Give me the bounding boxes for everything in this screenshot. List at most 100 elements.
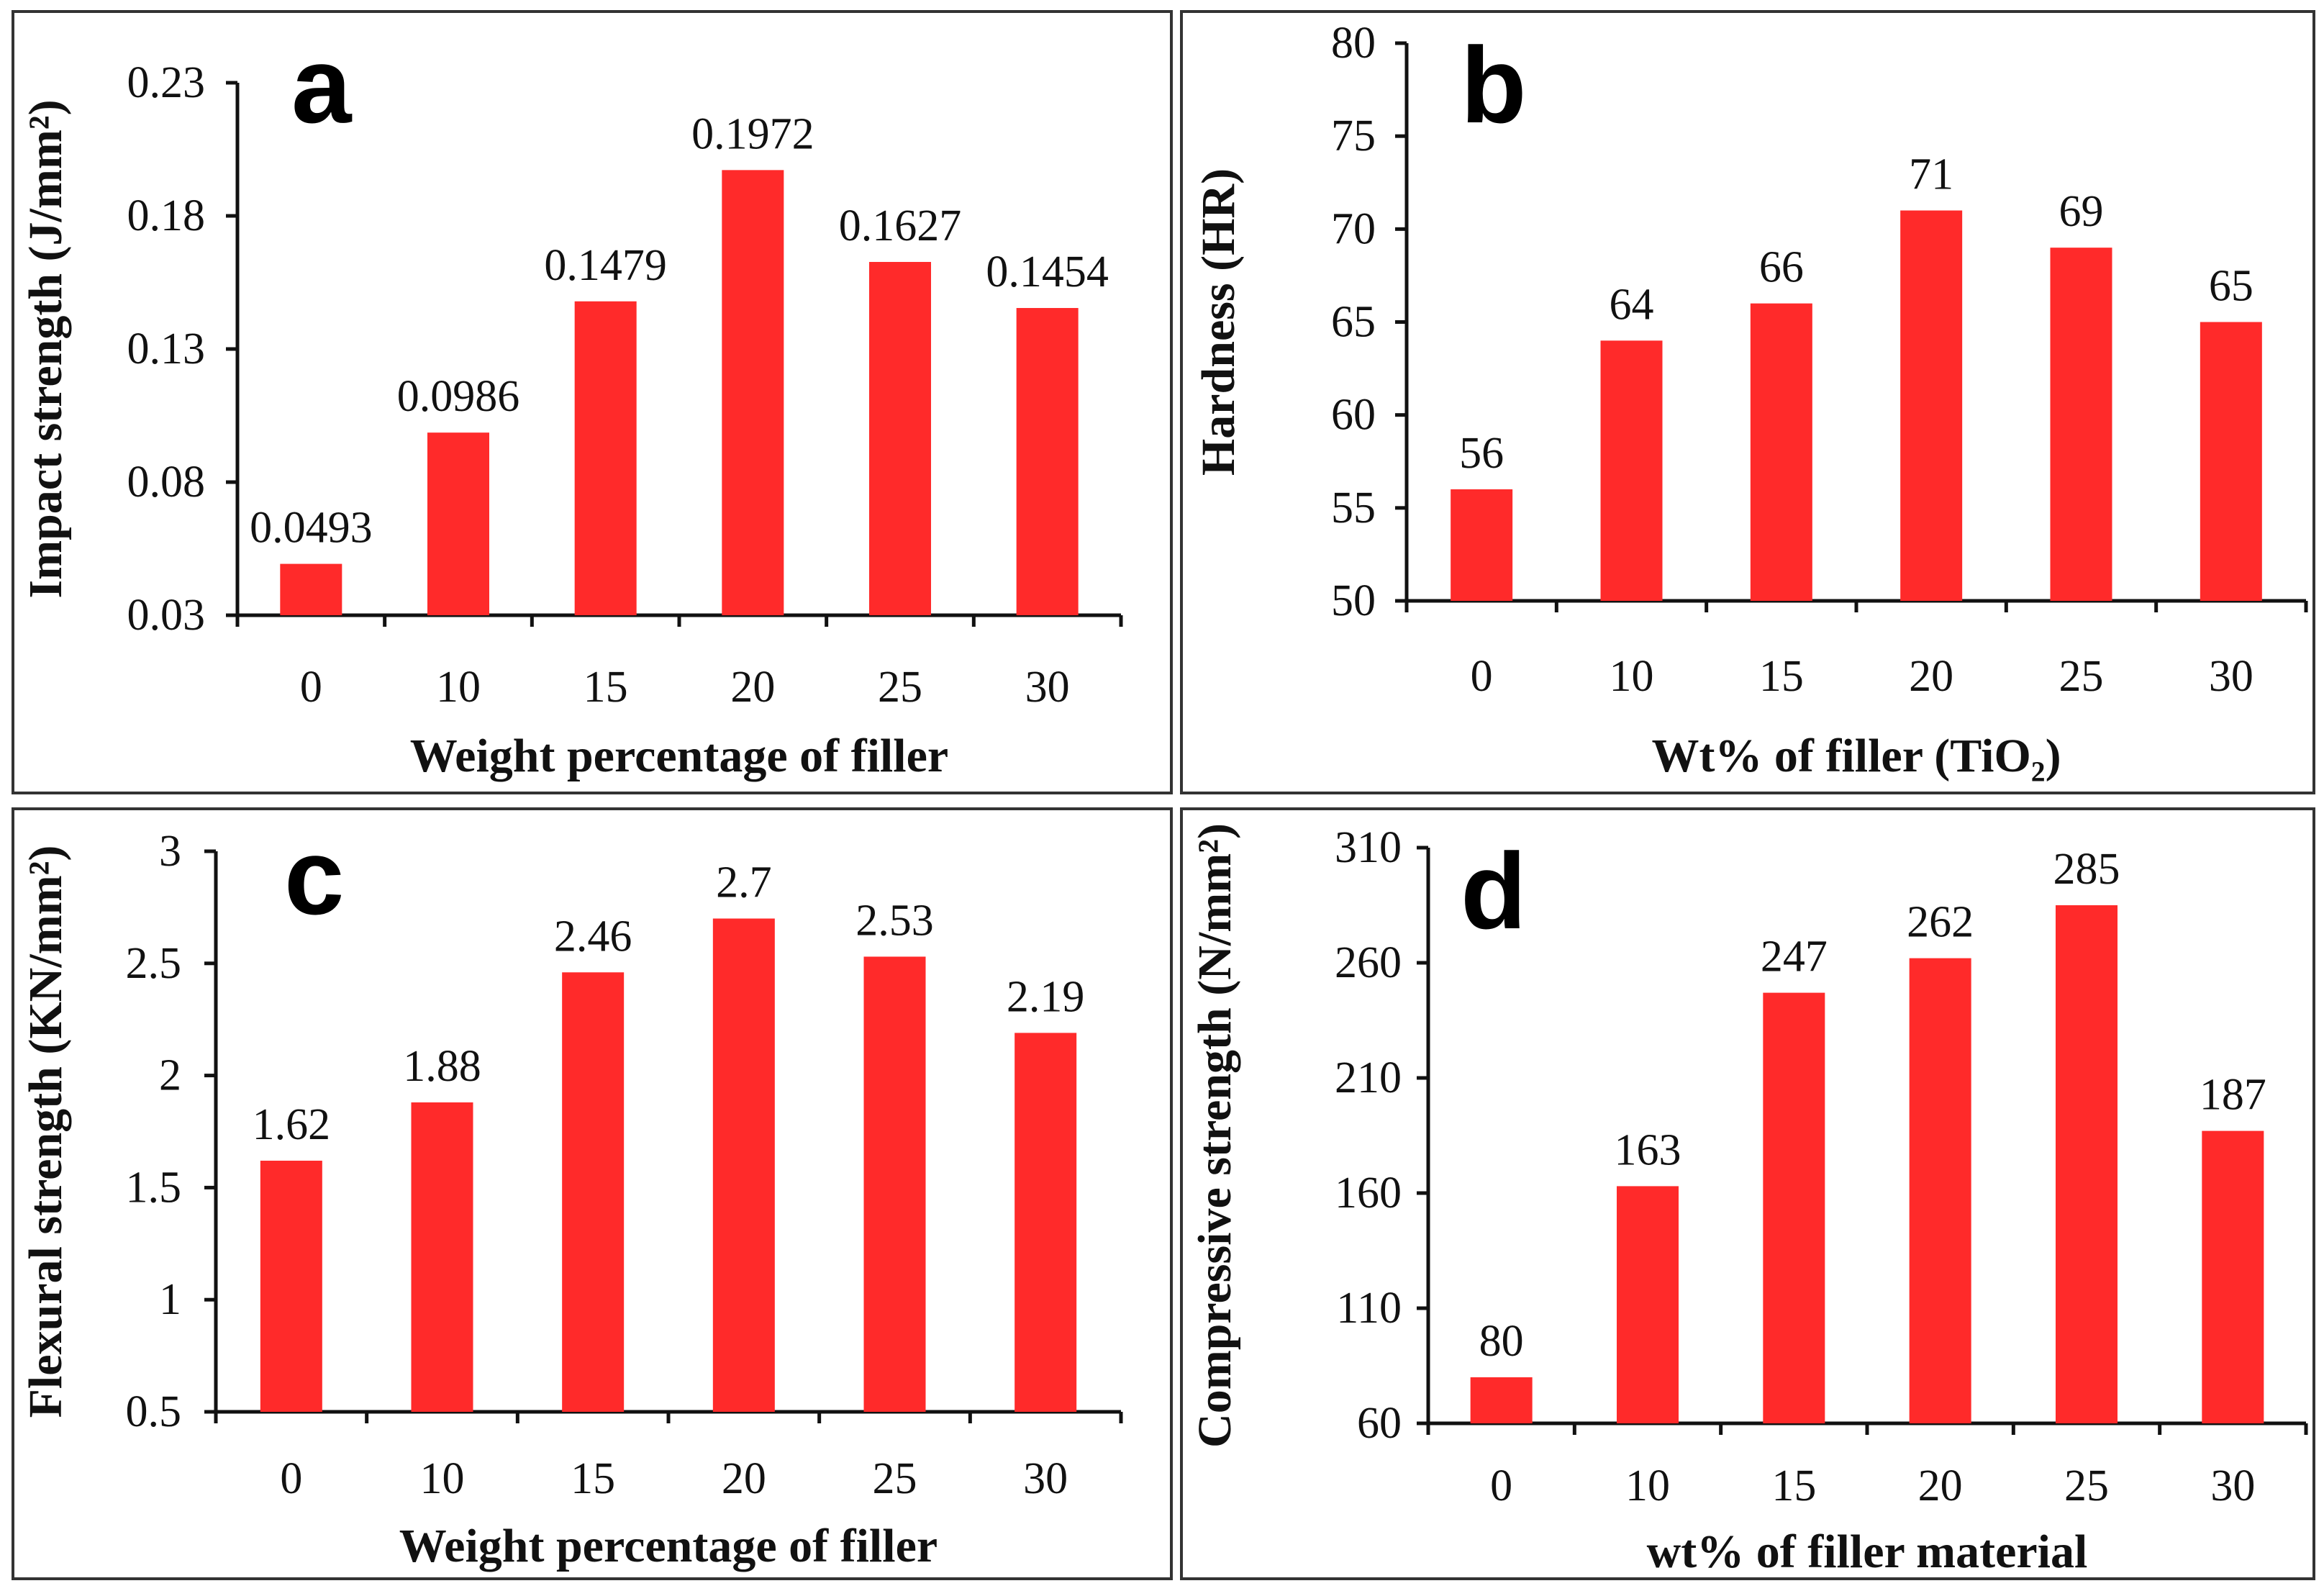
- data-label: 285: [2053, 845, 2120, 894]
- chart-a: 0.03 0.08 0.13 0.18 0.23 0.0493 0 0.0986 10 0.147…: [19, 24, 1123, 782]
- bar-20: [1909, 958, 1971, 1423]
- x-tick-label: 25: [2059, 652, 2104, 701]
- y-tick-label: 160: [1335, 1169, 1402, 1218]
- bar-0: [260, 1161, 322, 1412]
- data-label: 247: [1761, 933, 1828, 982]
- y-axis-title: Compressive strength (N/mm²): [1189, 823, 1241, 1448]
- y-tick-label: 0.08: [127, 458, 206, 507]
- y-tick-label: 65: [1331, 298, 1376, 347]
- data-label: 1.88: [403, 1042, 481, 1091]
- x-tick-label: 10: [436, 663, 481, 712]
- y-tick-label: 110: [1336, 1284, 1402, 1333]
- x-tick-label: 0: [280, 1454, 302, 1503]
- panel-letter: a: [291, 24, 353, 145]
- y-tick-label: 70: [1331, 204, 1376, 253]
- chart-b: 50 55 60 65 70 75 80 56 0 64 10 66 15 71 20 69 25 65 30 Wt%…: [1192, 19, 2308, 782]
- x-tick-label: 30: [1025, 663, 1070, 712]
- bar-15: [1750, 303, 1812, 601]
- y-tick-label: 0.23: [127, 58, 206, 107]
- panel-b: [1180, 10, 2315, 794]
- y-tick-label: 2: [159, 1051, 181, 1100]
- data-label: 0.0986: [397, 372, 520, 421]
- bar-20: [722, 170, 784, 616]
- x-tick-label: 20: [1918, 1461, 1963, 1510]
- y-tick-label: 0.03: [127, 591, 206, 640]
- y-tick-label: 75: [1331, 112, 1376, 160]
- bar-15: [562, 972, 625, 1412]
- data-label: 2.46: [554, 912, 632, 961]
- x-tick-label: 25: [878, 663, 922, 712]
- y-tick-label: 260: [1335, 938, 1402, 987]
- x-tick-label: 0: [300, 663, 322, 712]
- bar-10: [1617, 1186, 1679, 1423]
- data-label: 64: [1610, 280, 1654, 329]
- y-tick-label: 55: [1331, 484, 1376, 532]
- panel-d: [1180, 807, 2315, 1580]
- x-tick-label: 30: [1023, 1454, 1068, 1503]
- x-tick-label: 10: [420, 1454, 465, 1503]
- bar-25: [2050, 248, 2112, 601]
- data-label: 56: [1459, 429, 1504, 478]
- bar-30: [1016, 308, 1079, 615]
- data-label: 66: [1759, 243, 1804, 292]
- x-tick-label: 10: [1625, 1461, 1670, 1510]
- bar-10: [1600, 340, 1663, 601]
- data-label: 65: [2209, 262, 2253, 311]
- y-tick-label: 60: [1331, 391, 1376, 440]
- y-axis-title: Flexural strength (KN/mm²): [19, 846, 72, 1418]
- data-label: 0.1627: [839, 201, 962, 250]
- y-tick-label: 0.5: [126, 1387, 182, 1436]
- bar-15: [1763, 992, 1825, 1423]
- data-label: 0.0493: [250, 504, 373, 553]
- data-label: 80: [1479, 1317, 1524, 1366]
- bar-25: [2056, 905, 2118, 1423]
- chart-d: 60 110 160 210 260 310 80 0 163 10 247 15 262 20 285 25…: [1189, 823, 2308, 1578]
- x-axis-title: Weight percentage of filler: [410, 730, 948, 782]
- y-tick-label: 0.13: [127, 325, 206, 373]
- x-tick-label: 15: [584, 663, 628, 712]
- x-tick-label: 30: [2210, 1461, 2255, 1510]
- x-tick-label: 30: [2209, 652, 2253, 701]
- x-axis-title: Weight percentage of filler: [399, 1520, 938, 1572]
- data-label: 2.19: [1007, 972, 1085, 1021]
- data-label: 187: [2200, 1071, 2266, 1120]
- x-tick-label: 0: [1471, 652, 1493, 701]
- data-label: 2.7: [716, 858, 772, 907]
- bar-25: [863, 956, 926, 1412]
- bar-10: [411, 1102, 473, 1412]
- x-tick-label: 15: [571, 1454, 615, 1503]
- bar-0: [1470, 1377, 1533, 1423]
- data-label: 2.53: [855, 896, 934, 945]
- bar-0: [1451, 489, 1513, 601]
- y-tick-label: 80: [1331, 19, 1376, 68]
- y-tick-label: 2.5: [126, 939, 182, 988]
- x-axis-title: Wt% of filler (TiO₂): [1651, 730, 2061, 782]
- panel-letter: c: [284, 816, 344, 937]
- x-axis-title: wt% of filler material: [1647, 1526, 2088, 1578]
- bar-20: [712, 918, 775, 1412]
- bar-0: [280, 563, 342, 615]
- x-tick-label: 20: [1909, 652, 1953, 701]
- data-label: 71: [1909, 150, 1953, 199]
- bar-30: [2200, 322, 2262, 601]
- chart-c: 0.511.522.531.6201.88102.46152.7202.5325…: [19, 816, 1123, 1572]
- x-tick-label: 20: [722, 1454, 766, 1503]
- x-tick-label: 25: [873, 1454, 917, 1503]
- bar-20: [1900, 210, 1963, 601]
- y-tick-label: 0.18: [127, 191, 206, 240]
- data-label: 0.1454: [986, 248, 1109, 296]
- x-tick-label: 0: [1490, 1461, 1512, 1510]
- bar-25: [869, 262, 931, 615]
- x-tick-label: 25: [2064, 1461, 2109, 1510]
- y-tick-label: 50: [1331, 576, 1376, 625]
- y-axis-title: Hardness (HR): [1192, 168, 1245, 476]
- panel-letter: b: [1461, 24, 1527, 145]
- data-label: 163: [1615, 1125, 1681, 1174]
- y-tick-label: 3: [159, 827, 181, 876]
- y-tick-label: 1: [159, 1275, 181, 1324]
- data-label: 0.1479: [544, 241, 667, 290]
- bar-30: [2202, 1130, 2264, 1423]
- bar-15: [574, 301, 637, 615]
- y-tick-label: 210: [1335, 1053, 1402, 1102]
